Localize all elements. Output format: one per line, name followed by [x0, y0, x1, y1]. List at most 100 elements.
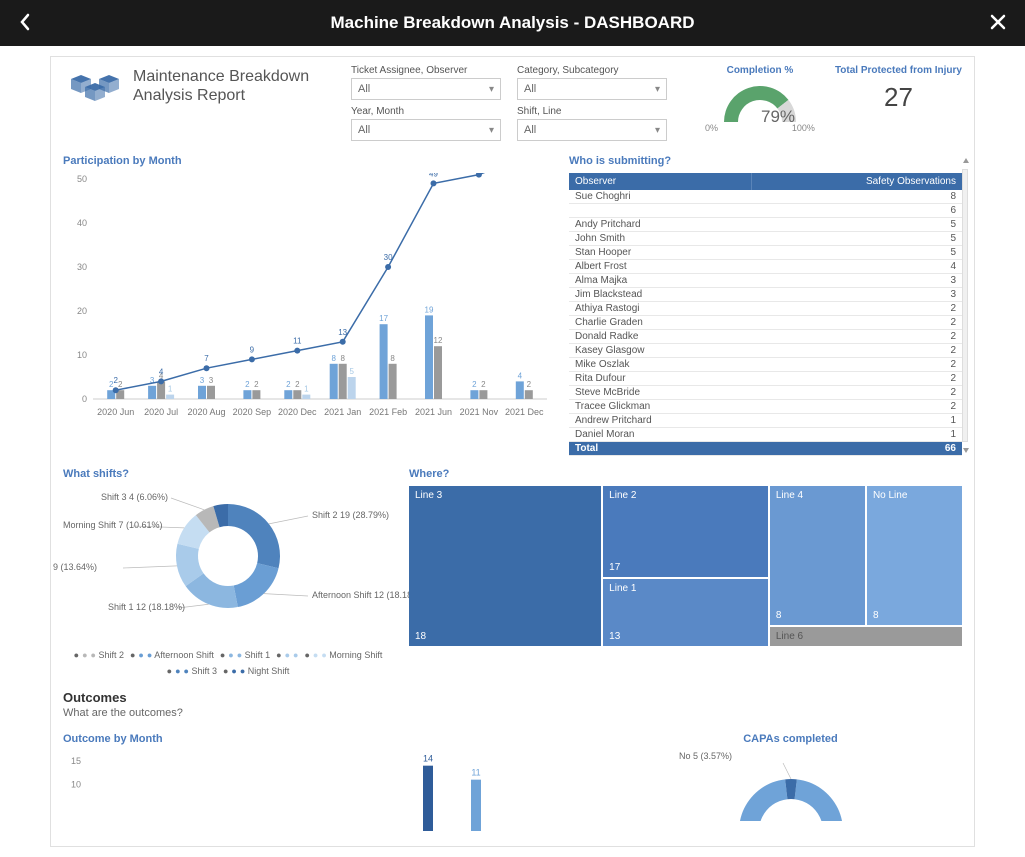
table-row[interactable]: Rita Dufour2 [569, 372, 962, 386]
filter-assignee[interactable]: All▾ [351, 78, 501, 100]
svg-text:2: 2 [481, 380, 486, 389]
shifts-chart[interactable]: What shifts? Shift 2 19 (28.79%)Afternoo… [63, 468, 393, 676]
svg-text:2: 2 [118, 380, 123, 389]
svg-text:14: 14 [423, 754, 433, 764]
svg-text:2: 2 [113, 376, 118, 385]
table-row[interactable]: Andrew Pritchard1 [569, 414, 962, 428]
treemap-cell[interactable]: Line 217 [603, 486, 768, 577]
donut-slice-label: Morning Shift 7 (10.61%) [63, 520, 163, 530]
svg-text:2020 Jul: 2020 Jul [144, 407, 178, 417]
completion-gauge: 79% [705, 80, 815, 124]
table-row[interactable]: Steve McBride2 [569, 386, 962, 400]
chevron-down-icon: ▾ [655, 125, 660, 136]
close-button[interactable] [989, 13, 1007, 34]
filter-category[interactable]: All▾ [517, 78, 667, 100]
table-row[interactable]: Kasey Glasgow2 [569, 344, 962, 358]
svg-text:2: 2 [295, 380, 300, 389]
table-row[interactable]: Daniel Moran1 [569, 428, 962, 442]
col-observer[interactable]: Observer [569, 173, 751, 190]
svg-text:79%: 79% [761, 107, 795, 124]
treemap-cell[interactable]: Line 48 [770, 486, 865, 625]
svg-text:5: 5 [349, 367, 354, 376]
outcome-by-month-chart[interactable]: Outcome by Month 10151411 [63, 733, 603, 834]
table-row[interactable]: Jim Blackstead3 [569, 288, 962, 302]
svg-text:7: 7 [204, 354, 209, 363]
filter-label-category: Category, Subcategory [517, 65, 667, 76]
table-row[interactable]: Alma Majka3 [569, 274, 962, 288]
page-title: Machine Breakdown Analysis - DASHBOARD [18, 13, 1007, 33]
svg-text:17: 17 [379, 314, 388, 323]
table-row[interactable]: Athiya Rastogi2 [569, 302, 962, 316]
svg-text:4: 4 [159, 367, 164, 376]
chevron-down-icon: ▾ [655, 84, 660, 95]
svg-text:12: 12 [434, 336, 443, 345]
report-logo-block: Maintenance Breakdown Analysis Report [63, 65, 343, 107]
svg-text:2020 Dec: 2020 Dec [278, 407, 317, 417]
svg-text:2: 2 [254, 380, 259, 389]
svg-text:2021 Dec: 2021 Dec [505, 407, 544, 417]
chevron-down-icon: ▾ [489, 125, 494, 136]
svg-text:1: 1 [168, 385, 173, 394]
filter-label-assignee: Ticket Assignee, Observer [351, 65, 501, 76]
capa-chart[interactable]: CAPAs completed No 5 (3.57%) [619, 733, 962, 834]
table-row[interactable]: Tracee Glickman2 [569, 400, 962, 414]
svg-text:2021 Nov: 2021 Nov [460, 407, 499, 417]
svg-text:30: 30 [77, 262, 87, 272]
table-row[interactable]: Andy Pritchard5 [569, 218, 962, 232]
svg-text:9: 9 [250, 345, 255, 354]
filter-label-year: Year, Month [351, 106, 501, 117]
treemap-cell[interactable]: Line 318 [409, 486, 601, 646]
svg-text:11: 11 [471, 768, 480, 778]
scrollbar[interactable] [962, 169, 968, 442]
shifts-legend: ● Shift 2● Afternoon Shift● Shift 1● ● M… [63, 650, 393, 676]
svg-text:11: 11 [293, 337, 302, 346]
outcomes-heading: Outcomes What are the outcomes? [63, 690, 962, 719]
back-button[interactable] [18, 13, 32, 34]
table-row[interactable]: 6 [569, 204, 962, 218]
treemap-cell[interactable]: Line 113 [603, 579, 768, 646]
svg-text:40: 40 [77, 218, 87, 228]
svg-text:2: 2 [472, 380, 477, 389]
svg-text:8: 8 [390, 354, 395, 363]
svg-text:1: 1 [304, 385, 309, 394]
svg-text:2: 2 [527, 380, 532, 389]
svg-text:0: 0 [82, 394, 87, 404]
kpi-protected: Total Protected from Injury 27 [835, 65, 962, 113]
svg-text:10: 10 [77, 350, 87, 360]
svg-text:2021 Jun: 2021 Jun [415, 407, 452, 417]
treemap-cell[interactable]: Line 6 [770, 627, 962, 646]
table-row[interactable]: Albert Frost4 [569, 260, 962, 274]
where-treemap[interactable]: Where? Line 318Line 217Line 113Line 48No… [409, 468, 962, 676]
table-row[interactable]: Donald Radke2 [569, 330, 962, 344]
svg-text:50: 50 [77, 174, 87, 184]
table-row[interactable]: Stan Hooper5 [569, 246, 962, 260]
submitters-table[interactable]: Observer Safety Observations Sue Choghri… [569, 173, 962, 456]
donut-slice-label: Shift 1 12 (18.18%) [108, 602, 185, 612]
chevron-down-icon: ▾ [489, 84, 494, 95]
filter-shift[interactable]: All▾ [517, 119, 667, 141]
col-observations[interactable]: Safety Observations [751, 173, 962, 190]
kpi-completion: Completion % 79% 0%100% [705, 65, 815, 133]
svg-text:30: 30 [384, 253, 393, 262]
donut-slice-label: Afternoon Shift 12 (18.18%) [312, 590, 423, 600]
report-title: Maintenance Breakdown Analysis Report [133, 67, 309, 105]
filter-year[interactable]: All▾ [351, 119, 501, 141]
table-row[interactable]: Mike Oszlak2 [569, 358, 962, 372]
treemap-cell[interactable]: No Line8 [867, 486, 962, 625]
participation-chart[interactable]: Participation by Month 01020304050222020… [63, 155, 553, 456]
svg-text:2021 Feb: 2021 Feb [369, 407, 407, 417]
logo-icon [63, 65, 123, 107]
table-row[interactable]: John Smith5 [569, 232, 962, 246]
svg-text:2021 Jan: 2021 Jan [324, 407, 361, 417]
svg-text:2020 Jun: 2020 Jun [97, 407, 134, 417]
svg-text:8: 8 [331, 354, 336, 363]
table-row[interactable]: Sue Choghri8 [569, 190, 962, 204]
donut-slice-label: 9 (13.64%) [53, 562, 97, 572]
donut-slice-label: Shift 2 19 (28.79%) [312, 510, 389, 520]
svg-text:13: 13 [338, 328, 347, 337]
svg-text:2: 2 [286, 380, 291, 389]
svg-text:8: 8 [340, 354, 345, 363]
svg-text:4: 4 [518, 371, 523, 380]
svg-text:19: 19 [425, 305, 434, 314]
table-row[interactable]: Charlie Graden2 [569, 316, 962, 330]
